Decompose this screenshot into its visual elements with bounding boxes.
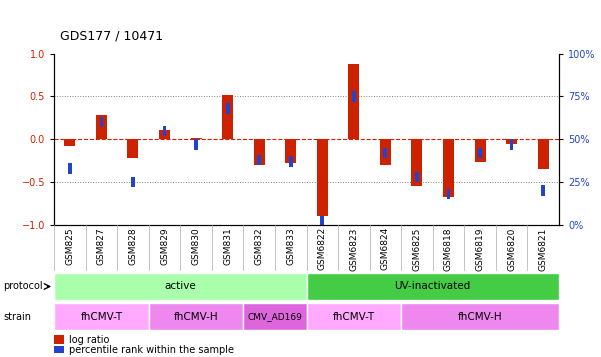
Bar [412, 139, 423, 186]
Text: GSM829: GSM829 [160, 227, 169, 265]
Bar [285, 139, 296, 163]
Bar [54, 346, 64, 353]
Bar [506, 139, 517, 144]
Text: GSM827: GSM827 [97, 227, 106, 265]
Bar [475, 139, 486, 161]
Bar [96, 115, 107, 139]
FancyBboxPatch shape [243, 303, 307, 331]
Bar [542, 186, 545, 196]
Bar [100, 117, 103, 127]
FancyBboxPatch shape [54, 303, 149, 331]
Text: fhCMV-T: fhCMV-T [333, 312, 375, 322]
Text: GSM832: GSM832 [255, 227, 264, 265]
Bar [538, 139, 549, 169]
Text: GSM6822: GSM6822 [318, 227, 327, 271]
Bar [64, 139, 75, 146]
Bar [131, 177, 135, 187]
Text: strain: strain [3, 312, 31, 322]
Text: GSM831: GSM831 [223, 227, 232, 265]
FancyBboxPatch shape [149, 303, 243, 331]
Bar [159, 130, 170, 139]
Bar [289, 156, 293, 167]
FancyBboxPatch shape [54, 273, 307, 300]
Text: GSM6824: GSM6824 [381, 227, 390, 271]
Bar [443, 139, 454, 197]
Text: GSM6819: GSM6819 [475, 227, 484, 271]
Text: GDS177 / 10471: GDS177 / 10471 [60, 30, 163, 43]
Bar [194, 139, 198, 150]
Text: GSM6823: GSM6823 [349, 227, 358, 271]
Text: fhCMV-H: fhCMV-H [458, 312, 502, 322]
FancyBboxPatch shape [401, 303, 559, 331]
Text: percentile rank within the sample: percentile rank within the sample [69, 345, 234, 355]
Bar [68, 163, 72, 174]
Text: GSM6825: GSM6825 [412, 227, 421, 271]
FancyBboxPatch shape [307, 273, 559, 300]
Bar [415, 172, 419, 182]
Text: CMV_AD169: CMV_AD169 [248, 312, 302, 321]
Text: GSM830: GSM830 [192, 227, 201, 265]
Bar [254, 139, 264, 165]
Text: fhCMV-T: fhCMV-T [81, 312, 123, 322]
Bar [226, 103, 230, 114]
Text: GSM6821: GSM6821 [538, 227, 548, 271]
Bar [320, 216, 324, 227]
Text: UV-inactivated: UV-inactivated [395, 281, 471, 292]
Text: GSM833: GSM833 [286, 227, 295, 265]
Bar [380, 139, 391, 165]
Text: GSM6820: GSM6820 [507, 227, 516, 271]
Bar [352, 91, 356, 101]
Bar [478, 148, 482, 158]
Bar [383, 148, 387, 158]
Bar [349, 64, 359, 139]
Bar [447, 189, 450, 199]
Text: log ratio: log ratio [69, 335, 109, 345]
Text: GSM825: GSM825 [66, 227, 75, 265]
Text: active: active [165, 281, 196, 292]
Bar [510, 139, 513, 150]
FancyBboxPatch shape [307, 303, 401, 331]
Bar [317, 139, 328, 216]
Bar [222, 95, 233, 139]
Text: GSM6818: GSM6818 [444, 227, 453, 271]
Bar [163, 126, 166, 136]
Text: protocol: protocol [3, 281, 43, 292]
Text: GSM828: GSM828 [129, 227, 138, 265]
Bar [54, 335, 64, 344]
Bar [191, 137, 201, 139]
Text: fhCMV-H: fhCMV-H [174, 312, 218, 322]
Bar [127, 139, 138, 158]
Bar [257, 155, 261, 165]
